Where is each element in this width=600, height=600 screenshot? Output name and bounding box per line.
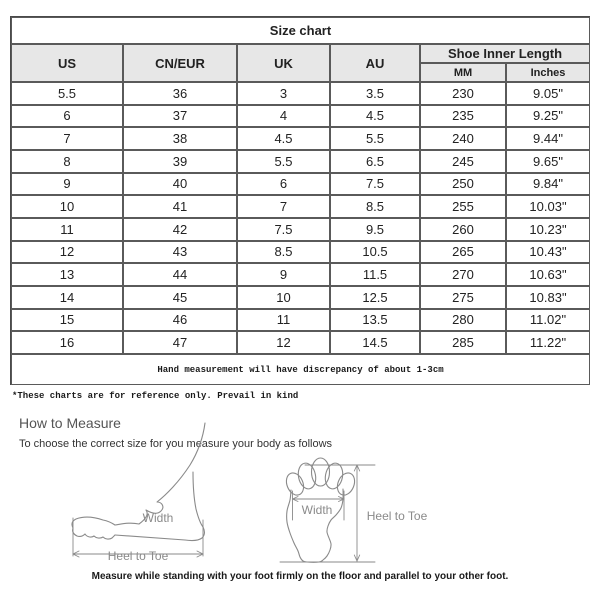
- svg-text:Heel to Toe: Heel to Toe: [108, 549, 169, 563]
- svg-text:Width: Width: [143, 511, 174, 525]
- svg-text:Heel to Toe: Heel to Toe: [367, 509, 428, 523]
- svg-text:Width: Width: [302, 503, 333, 517]
